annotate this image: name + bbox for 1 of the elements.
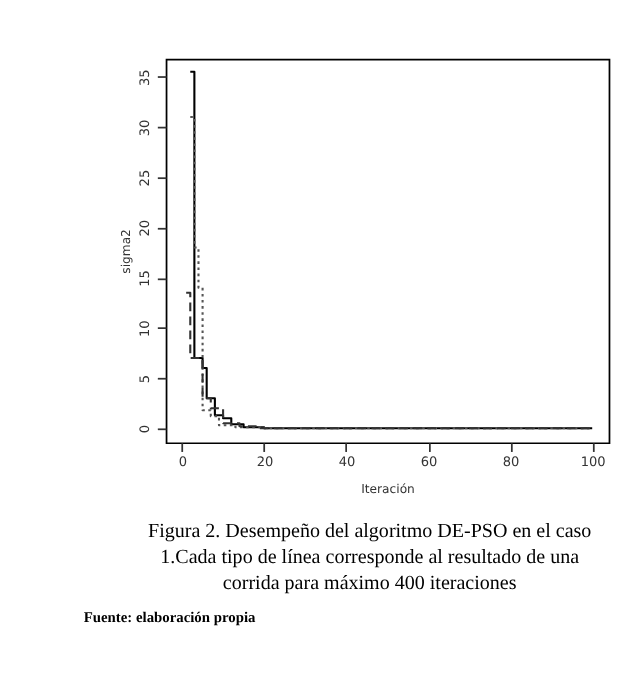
text: Figura 2. Desempeño del algoritmo DE-PSO en el caso 1.Cada tipo de línea corresponde al resultado de una corrida para máximo 400 iteraciones bbox=[148, 520, 592, 595]
